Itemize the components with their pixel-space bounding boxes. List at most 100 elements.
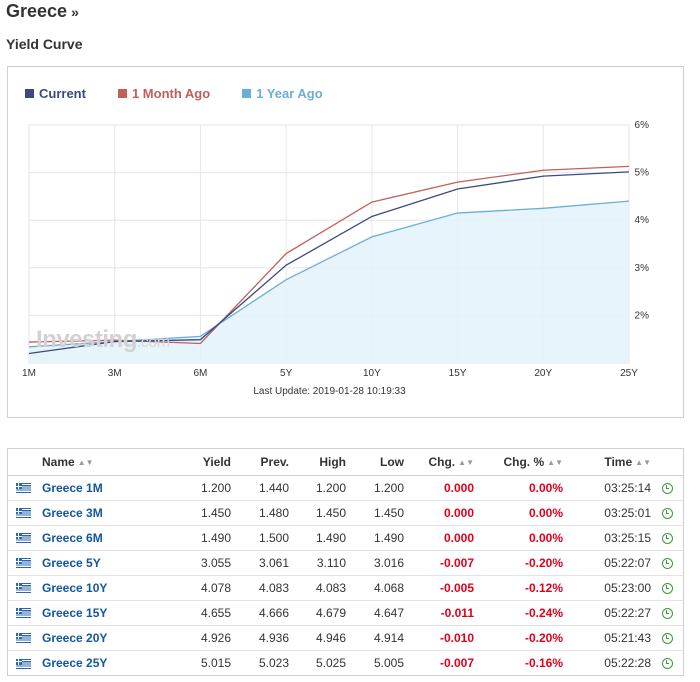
- prev-cell: 4.666: [231, 599, 289, 625]
- y-tick-label: 6%: [635, 120, 650, 131]
- legend-swatch: [242, 89, 252, 98]
- chg-pct-cell: -0.20%: [474, 624, 563, 650]
- greece-flag-icon: [15, 583, 31, 594]
- series-area-fill: [29, 201, 629, 363]
- header-chg-pct-label: Chg. %: [503, 454, 545, 469]
- sort-arrows-icon[interactable]: ▲▼: [77, 457, 94, 467]
- flag-cell: [8, 649, 38, 675]
- chg-pct-cell: -0.12%: [474, 574, 563, 600]
- header-prev: Prev.: [231, 449, 289, 476]
- clock-icon: [661, 658, 673, 670]
- clock-cell: [651, 624, 683, 650]
- header-chg[interactable]: Chg. ▲▼: [404, 449, 474, 476]
- chg-pct-cell: 0.00%: [528, 480, 563, 495]
- chart-plot: 2% 3% 4% 5% 6% 1M 3M 6M 5Y 10Y 15Y 20Y 25Y: [22, 120, 650, 379]
- flag-cell: [8, 499, 38, 525]
- table-row: Greece 15Y 4.655 4.666 4.679 4.647 -0.011 -0.2…: [8, 599, 683, 625]
- clock-icon: [661, 532, 673, 544]
- legend-item[interactable]: Current: [25, 86, 86, 101]
- prev-cell: 5.023: [231, 649, 289, 675]
- chg-cell: 0.000: [443, 480, 474, 495]
- bond-name-link[interactable]: Greece 15Y: [42, 605, 108, 620]
- name-cell[interactable]: Greece 6M: [38, 524, 179, 550]
- bond-name-link[interactable]: Greece 5Y: [42, 555, 101, 570]
- bond-name-link[interactable]: Greece 6M: [42, 530, 103, 545]
- header-chg-pct[interactable]: Chg. % ▲▼: [474, 449, 563, 476]
- table-row: Greece 10Y 4.078 4.083 4.083 4.068 -0.005 -0.1…: [8, 574, 683, 600]
- low-cell: 1.490: [346, 524, 404, 550]
- low-cell: 5.005: [346, 649, 404, 675]
- chg-cell: 0.000: [404, 499, 474, 525]
- header-time[interactable]: Time ▲▼: [563, 449, 651, 476]
- bond-name-link[interactable]: Greece 25Y: [42, 655, 108, 670]
- flag-cell: [8, 475, 38, 500]
- clock-icon: [661, 557, 673, 569]
- low-cell: 3.016: [346, 549, 404, 575]
- table-row: Greece 20Y 4.926 4.936 4.946 4.914 -0.010 -0.2…: [8, 624, 683, 650]
- clock-cell: [651, 475, 683, 500]
- bond-name-link[interactable]: Greece 3M: [42, 505, 103, 520]
- name-cell[interactable]: Greece 20Y: [38, 624, 179, 650]
- time-cell: 03:25:15: [563, 524, 651, 550]
- page-title-text[interactable]: Greece: [6, 1, 68, 21]
- x-tick-label: 5Y: [280, 368, 293, 379]
- clock-cell: [651, 524, 683, 550]
- flag-cell: [8, 599, 38, 625]
- greece-flag-icon: [15, 483, 31, 494]
- page-title[interactable]: Greece»: [6, 1, 79, 22]
- yield-cell: 5.015: [179, 649, 231, 675]
- name-cell[interactable]: Greece 15Y: [38, 599, 179, 625]
- yield-cell: 4.078: [179, 574, 231, 600]
- y-tick-label: 4%: [635, 215, 650, 226]
- chg-pct-cell: -0.20%: [474, 549, 563, 575]
- greece-flag-icon: [15, 508, 31, 519]
- header-name[interactable]: Name ▲▼: [38, 449, 179, 476]
- high-cell: 4.083: [289, 574, 346, 600]
- low-cell: 1.450: [346, 499, 404, 525]
- prev-cell: 4.083: [231, 574, 289, 600]
- name-cell[interactable]: Greece 1M: [38, 475, 179, 500]
- x-tick-label: 6M: [193, 368, 207, 379]
- yield-cell: 3.055: [179, 549, 231, 575]
- chg-cell: -0.011: [404, 599, 474, 625]
- sort-arrows-icon[interactable]: ▲▼: [458, 457, 474, 467]
- sort-arrows-icon[interactable]: ▲▼: [635, 457, 651, 467]
- sort-arrows-icon[interactable]: ▲▼: [547, 457, 563, 467]
- low-cell: 4.647: [346, 599, 404, 625]
- low-cell: 4.068: [346, 574, 404, 600]
- chg-cell: -0.007: [404, 649, 474, 675]
- chg-cell: 0.000: [404, 524, 474, 550]
- legend-item[interactable]: 1 Year Ago: [242, 86, 323, 101]
- header-name-label: Name: [42, 454, 75, 469]
- table-row: Greece 3M 1.450 1.480 1.450 1.450 0.000 0.00% 0…: [8, 499, 683, 525]
- low-cell: 4.914: [346, 624, 404, 650]
- name-cell[interactable]: Greece 25Y: [38, 649, 179, 675]
- low-cell: 1.200: [373, 480, 404, 495]
- clock-cell: [651, 649, 683, 675]
- header-time-label: Time: [604, 454, 633, 469]
- flag-cell: [8, 524, 38, 550]
- name-cell[interactable]: Greece 10Y: [38, 574, 179, 600]
- yield-cell: 4.655: [179, 599, 231, 625]
- bond-name-link[interactable]: Greece 20Y: [42, 630, 108, 645]
- prev-cell: 3.061: [231, 549, 289, 575]
- greece-flag-icon: [15, 558, 31, 569]
- table-row: Greece 5Y 3.055 3.061 3.110 3.016 -0.007 -0.20…: [8, 549, 683, 575]
- name-cell[interactable]: Greece 5Y: [38, 549, 179, 575]
- name-cell[interactable]: Greece 3M: [38, 499, 179, 525]
- legend-label: 1 Month Ago: [131, 86, 211, 101]
- table-row: Greece 1M 1.200 1.440 1.200 1.200 0.000 0.00% 0…: [8, 475, 683, 500]
- clock-icon: [661, 632, 673, 644]
- time-cell: 05:22:28: [563, 649, 651, 675]
- legend-item[interactable]: 1 Month Ago: [117, 86, 211, 101]
- yield-cell: 1.450: [179, 499, 231, 525]
- flag-cell: [8, 574, 38, 600]
- legend-swatch: [25, 89, 34, 98]
- high-cell: 1.450: [289, 499, 346, 525]
- chg-pct-cell: 0.00%: [474, 499, 563, 525]
- time-cell: 05:22:27: [563, 599, 651, 625]
- x-tick-label: 15Y: [449, 368, 467, 379]
- bond-name-link[interactable]: Greece 1M: [42, 480, 103, 495]
- bond-name-link[interactable]: Greece 10Y: [42, 580, 108, 595]
- legend-swatch: [117, 89, 127, 98]
